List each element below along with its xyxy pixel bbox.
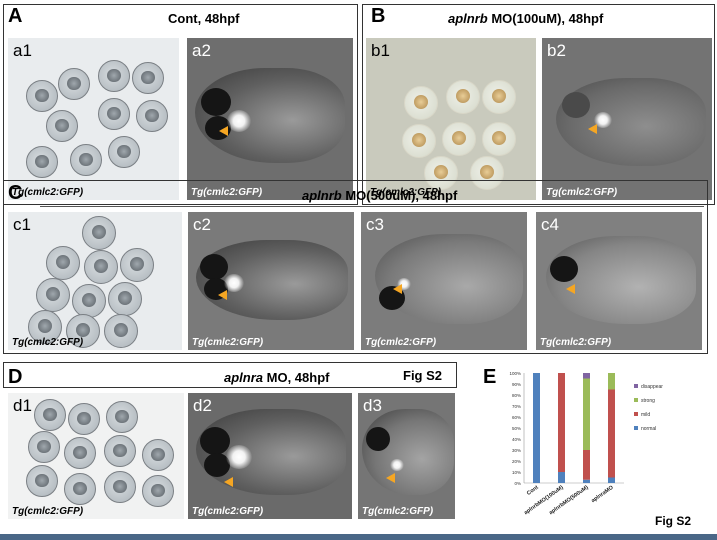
y-tick-label: 0%: [514, 481, 521, 486]
stacked-bar-chart: 0% 10% 20% 30% 40% 50% 60% 70% 80% 90% 100% Cont apl…: [509, 371, 663, 516]
image-b1: b1 Tg(cmlc2:GFP): [366, 38, 536, 200]
image-b2: b2 Tg(cmlc2:GFP): [542, 38, 712, 200]
image-d2-tg: Tg(cmlc2:GFP): [192, 506, 264, 517]
image-d2: d2 Tg(cmlc2:GFP): [188, 393, 352, 519]
panel-a-frame: [3, 4, 358, 205]
y-tick-label: 70%: [512, 404, 521, 409]
legend-label: strong: [641, 398, 655, 404]
y-tick-label: 10%: [512, 470, 521, 475]
y-tick-label: 50%: [512, 426, 521, 431]
image-c4-tg: Tg(cmlc2:GFP): [540, 337, 612, 348]
image-a2: a2 Tg(cmlc2:GFP): [187, 38, 353, 200]
image-c2-tg: Tg(cmlc2:GFP): [192, 337, 264, 348]
panel-b-label: B: [371, 5, 386, 27]
image-c3-tg: Tg(cmlc2:GFP): [365, 337, 437, 348]
x-tick-label: Cont: [526, 485, 540, 497]
panel-c-title: aplnrb MO(500uM), 48hpf: [302, 188, 458, 203]
image-b1-label: b1: [371, 41, 390, 60]
panel-c-divider: [40, 206, 704, 207]
image-a2-label: a2: [192, 41, 211, 60]
image-b1-tg: Tg(cmlc2:GFP): [370, 187, 442, 198]
image-b2-label: b2: [547, 41, 566, 60]
bar-normal: [608, 477, 615, 483]
x-tick-label: aplnraMO: [590, 484, 615, 504]
heart-arrow-icon: [393, 284, 402, 294]
image-a1-tg: Tg(cmlc2:GFP): [12, 187, 84, 198]
image-c3: c3 Tg(cmlc2:GFP): [361, 212, 527, 350]
panel-d-label: D: [8, 366, 23, 388]
panel-c-frame: [3, 180, 708, 354]
image-c4: c4 Tg(cmlc2:GFP): [536, 212, 702, 350]
legend-swatch: [634, 412, 638, 416]
heart-arrow-icon: [224, 477, 233, 487]
image-d3-label: d3: [363, 396, 382, 415]
y-tick-label: 100%: [509, 371, 521, 376]
bar-mild: [558, 373, 565, 472]
heart-arrow-icon: [219, 126, 228, 136]
legend-label: disappear: [641, 384, 663, 390]
panel-d-frame: [3, 362, 457, 388]
heart-arrow-icon: [218, 290, 227, 300]
image-c3-label: c3: [366, 215, 384, 234]
image-d1-tg: Tg(cmlc2:GFP): [12, 506, 84, 517]
bar-strong: [583, 378, 590, 450]
y-tick-label: 90%: [512, 382, 521, 387]
legend-label: mild: [641, 412, 650, 418]
legend-label: normal: [641, 426, 656, 432]
image-d3-tg: Tg(cmlc2:GFP): [362, 506, 434, 517]
panel-a-label: A: [8, 5, 23, 27]
bar-disappear: [583, 373, 590, 379]
bar-strong: [608, 373, 615, 390]
y-tick-label: 40%: [512, 437, 521, 442]
image-d3: d3 Tg(cmlc2:GFP): [358, 393, 455, 519]
image-d1: d1 Tg(cmlc2:GFP): [8, 393, 184, 519]
panel-c-label: C: [8, 182, 23, 204]
panel-d-fig-label: Fig S2: [403, 368, 443, 383]
image-c1-label: c1: [13, 215, 31, 234]
panel-e-fig-label: Fig S2: [655, 514, 692, 528]
image-d2-label: d2: [193, 396, 212, 415]
bar-mild: [608, 389, 615, 478]
heart-arrow-icon: [566, 284, 575, 294]
panel-b-frame: [362, 4, 715, 205]
image-a1: a1 Tg(cmlc2:GFP): [8, 38, 179, 200]
bar-normal: [583, 479, 590, 483]
footer-bar: [0, 534, 717, 540]
heart-arrow-icon: [588, 124, 597, 134]
image-a2-tg: Tg(cmlc2:GFP): [191, 187, 263, 198]
image-c1-tg: Tg(cmlc2:GFP): [12, 337, 84, 348]
bar-normal: [533, 373, 540, 483]
y-tick-label: 80%: [512, 393, 521, 398]
image-c1: c1 Tg(cmlc2:GFP): [8, 212, 182, 350]
panel-d-title: aplnra MO, 48hpf: [224, 370, 330, 385]
y-tick-label: 20%: [512, 459, 521, 464]
legend-swatch: [634, 398, 638, 402]
image-b2-tg: Tg(cmlc2:GFP): [546, 187, 618, 198]
y-tick-label: 60%: [512, 415, 521, 420]
image-c2-label: c2: [193, 215, 211, 234]
bar-mild: [583, 450, 590, 480]
image-c2: c2 Tg(cmlc2:GFP): [188, 212, 354, 350]
panel-a-title: Cont, 48hpf: [168, 11, 240, 26]
panel-b-title: aplnrb MO(100uM), 48hpf: [448, 11, 604, 26]
heart-arrow-icon: [386, 473, 395, 483]
image-a1-label: a1: [13, 41, 32, 60]
bar-normal: [558, 472, 565, 483]
panel-e-label: E: [483, 366, 497, 388]
y-tick-label: 30%: [512, 448, 521, 453]
image-c4-label: c4: [541, 215, 559, 234]
legend-swatch: [634, 426, 638, 430]
legend-swatch: [634, 384, 638, 388]
image-d1-label: d1: [13, 396, 32, 415]
